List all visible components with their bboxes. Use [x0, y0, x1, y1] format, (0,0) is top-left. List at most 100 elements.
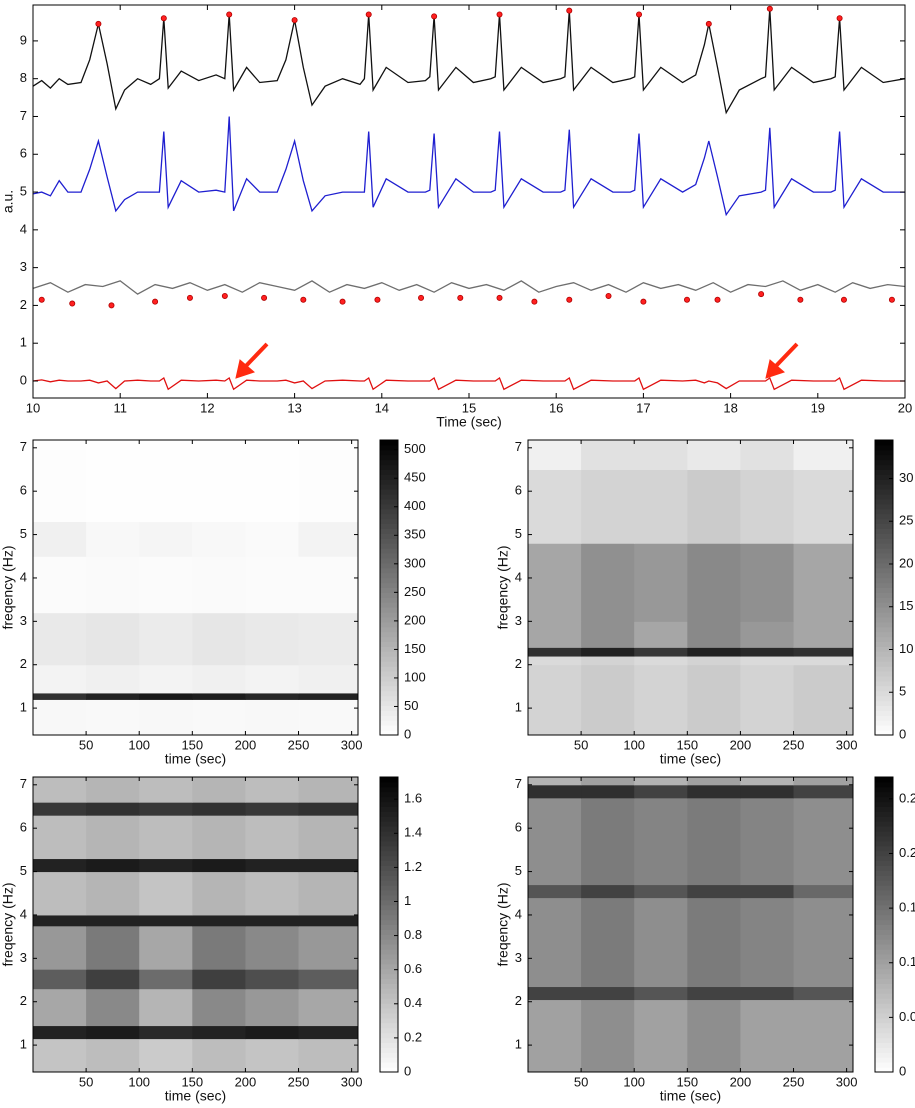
colorbar-tick-label: 1.4 [404, 825, 422, 840]
heatmap-cell [245, 858, 300, 873]
colorbar-swatch [875, 661, 893, 667]
heatmap-cell [634, 440, 688, 470]
colorbar-swatch [380, 831, 398, 837]
x-tick-label: 200 [235, 737, 257, 752]
heatmap-cell [298, 1038, 359, 1073]
heatmap-cell [581, 897, 635, 988]
colorbar-tick-label: 0.1 [899, 954, 915, 969]
heatmap-cell [634, 986, 688, 1001]
heatmap-cell [245, 521, 300, 557]
y-tick-label: 3 [20, 259, 27, 274]
heatmap-cell [581, 664, 635, 736]
colorbar-swatch [875, 695, 893, 702]
colorbar-tick-label: 0.15 [899, 900, 915, 915]
colorbar-swatch [380, 705, 398, 711]
x-axis-label: Time (sec) [436, 414, 502, 430]
colorbar-swatch [875, 1052, 893, 1058]
heatmap-cell [687, 986, 741, 1001]
heatmap-cell [740, 986, 795, 1001]
arrow-shaft [772, 342, 799, 370]
colorbar-swatch [875, 904, 893, 911]
x-tick-label: 150 [676, 1074, 698, 1089]
colorbar-swatch [380, 919, 398, 925]
heatmap-cell [793, 797, 854, 886]
heatmap-cell [33, 988, 87, 1027]
heatmap-cell [139, 777, 193, 803]
heatmap-cell [740, 784, 795, 799]
heatmap-cell [139, 1025, 193, 1040]
heatmap-cell [33, 969, 87, 990]
colorbar-swatch [380, 963, 398, 970]
colorbar-swatch [875, 671, 893, 677]
heatmap-cell [86, 440, 140, 523]
heatmap-cell [192, 815, 246, 860]
y-axis-label: a.u. [0, 190, 16, 213]
colorbar-swatch [875, 567, 893, 574]
x-tick-label: 200 [730, 737, 752, 752]
peak-marker [95, 20, 102, 27]
heatmap-cell [687, 469, 741, 544]
colorbar-swatch [380, 730, 398, 736]
colorbar-tick-label: 450 [404, 470, 426, 485]
heatmap-cell [33, 440, 87, 523]
colorbar-swatch [875, 865, 893, 871]
colorbar-swatch [875, 607, 893, 613]
y-tick-label: 1 [515, 1037, 522, 1052]
colorbar-swatch [875, 523, 893, 529]
peak-marker [766, 5, 773, 12]
x-tick-label: 50 [574, 1074, 588, 1089]
heatmap-cell [33, 1038, 87, 1073]
colorbar-swatch [380, 914, 398, 921]
x-tick-label: 11 [113, 400, 127, 415]
heatmap-cell [298, 664, 359, 694]
colorbar-swatch [380, 954, 398, 960]
heatmap-cell [245, 1025, 300, 1040]
heatmap-cell [245, 556, 300, 614]
heatmap-cell [298, 777, 359, 803]
colorbar-tick-label: 250 [404, 584, 426, 599]
heatmap-cell [528, 656, 582, 666]
colorbar-swatch [380, 631, 398, 638]
heatmap-cell [740, 621, 795, 648]
colorbar-swatch [380, 587, 398, 593]
colorbar-swatch [875, 973, 893, 980]
heatmap-cell [139, 988, 193, 1027]
colorbar-swatch [875, 816, 893, 822]
heatmap-cell [245, 664, 300, 694]
colorbar-swatch [875, 786, 893, 793]
colorbar-swatch [875, 656, 893, 662]
y-tick-label: 2 [20, 656, 27, 671]
colorbar-swatch [875, 454, 893, 461]
heatmap-cell [86, 858, 140, 873]
colorbar-swatch [875, 651, 893, 657]
peak-marker [160, 15, 167, 22]
x-tick-label: 300 [836, 737, 858, 752]
x-tick-label: 50 [574, 737, 588, 752]
heatmap-cell [33, 692, 87, 700]
heatmap-cell [139, 521, 193, 557]
heatmap-cell [793, 897, 854, 988]
heatmap-cell [793, 647, 854, 657]
heatmap-cell [192, 692, 246, 700]
colorbar-swatch [875, 469, 893, 475]
colorbar-swatch [380, 865, 398, 871]
y-tick-label: 4 [515, 906, 522, 921]
colorbar-swatch [875, 533, 893, 539]
heatmap-cell [245, 777, 300, 803]
heatmap-cell [192, 1025, 246, 1040]
colorbar-swatch [380, 1037, 398, 1043]
heatmap-cell [687, 543, 741, 622]
colorbar-swatch [380, 597, 398, 603]
colorbar-swatch [380, 860, 398, 866]
heatmap-cell [634, 543, 688, 622]
colorbar-tick-label: 0 [404, 726, 411, 741]
heatmap-cell [298, 871, 359, 916]
colorbar-swatch [380, 558, 398, 564]
y-tick-label: 1 [20, 1037, 27, 1052]
heatmap-cell [139, 699, 193, 736]
colorbar-swatch [380, 895, 398, 901]
heatmap-cell [245, 988, 300, 1027]
colorbar-tick-label: 5 [899, 684, 906, 699]
colorbar-swatch [875, 796, 893, 803]
peak-marker [758, 291, 765, 298]
